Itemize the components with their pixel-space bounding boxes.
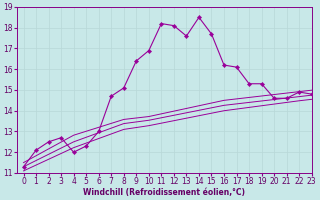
X-axis label: Windchill (Refroidissement éolien,°C): Windchill (Refroidissement éolien,°C) [84,188,245,197]
